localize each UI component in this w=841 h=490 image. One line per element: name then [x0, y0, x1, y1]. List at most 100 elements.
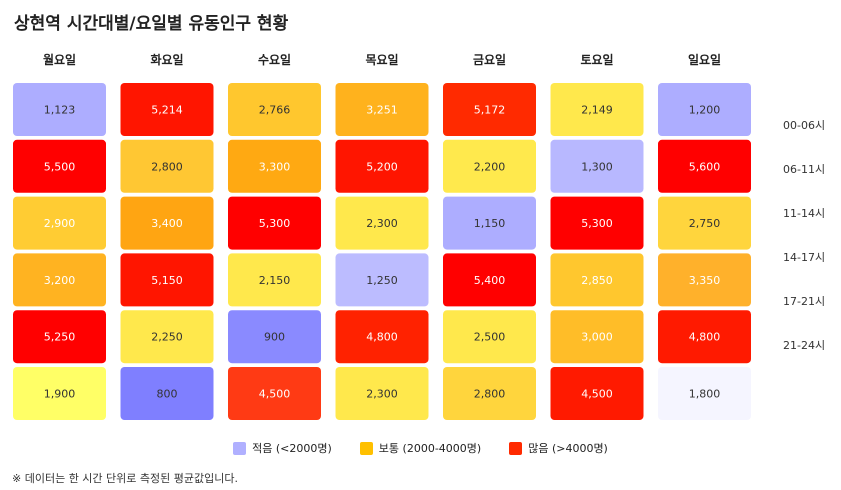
heatmap-cell — [443, 253, 536, 307]
heatmap-cell — [443, 139, 536, 193]
legend-item-low: 적음 (<2000명) — [233, 440, 332, 456]
cell-value-label: 1,900 — [44, 388, 76, 401]
heatmap-cell — [120, 253, 214, 307]
cell-value-label: 2,800 — [151, 160, 183, 173]
legend-item-medium: 보통 (2000-4000명) — [359, 440, 482, 456]
heatmap-cell — [228, 139, 321, 193]
cell-value-label: 2,500 — [474, 331, 506, 344]
cell-value-label: 2,300 — [366, 217, 398, 230]
heatmap-cell — [120, 310, 214, 364]
heatmap-cell — [120, 367, 214, 420]
cell-value-label: 2,250 — [151, 331, 183, 344]
heatmap-cell — [550, 139, 644, 193]
cell-value-label: 2,300 — [366, 388, 398, 401]
heatmap-cell — [228, 196, 321, 250]
cell-value-label: 900 — [264, 331, 285, 344]
legend-swatch-high — [509, 441, 523, 455]
row-label: 06-11시 — [783, 163, 825, 176]
heatmap-cell — [228, 253, 321, 307]
cell-value-label: 5,300 — [581, 217, 613, 230]
heatmap-cell — [443, 196, 536, 250]
cell-value-label: 1,123 — [44, 104, 76, 117]
heatmap-cell — [228, 83, 321, 136]
chart-title: 상현역 시간대별/요일별 유동인구 현황 — [14, 14, 289, 34]
heatmap-cell — [13, 310, 106, 364]
cell-value-label: 1,800 — [689, 388, 721, 401]
heatmap-cell — [658, 367, 751, 420]
heatmap-cell — [335, 196, 429, 250]
heatmap-cell — [443, 83, 536, 136]
cell-value-label: 5,500 — [44, 160, 76, 173]
cell-value-label: 2,200 — [474, 160, 506, 173]
heatmap-cell — [13, 253, 106, 307]
heatmap-cell — [13, 367, 106, 420]
cell-value-label: 1,250 — [366, 274, 398, 287]
cell-value-label: 2,900 — [44, 217, 76, 230]
heatmap-cell — [550, 196, 644, 250]
cell-value-label: 2,800 — [474, 388, 506, 401]
column-label: 토요일 — [580, 53, 613, 67]
cell-value-label: 4,500 — [581, 388, 613, 401]
cell-value-label: 4,800 — [689, 331, 721, 344]
cell-value-label: 2,149 — [581, 104, 613, 117]
heatmap-cell — [658, 196, 751, 250]
legend-label-low: 적음 (<2000명) — [252, 442, 332, 455]
column-label: 일요일 — [688, 53, 721, 67]
row-label: 11-14시 — [783, 207, 825, 220]
heatmap-cell — [550, 253, 644, 307]
heatmap-cell — [335, 83, 429, 136]
legend-swatch-low — [233, 441, 247, 455]
cell-value-label: 1,300 — [581, 160, 613, 173]
heatmap-chart: 월요일 화요일 수요일 목요일 금요일 토요일 일요일 1,123 5,214 2,766 3,25… — [13, 52, 825, 420]
row-label: 00-06시 — [783, 119, 825, 132]
heatmap-cell — [13, 196, 106, 250]
cell-value-label: 2,766 — [259, 104, 291, 117]
cell-value-label: 1,200 — [689, 104, 721, 117]
heatmap-cell — [443, 367, 536, 420]
heatmap-cell — [228, 310, 321, 364]
heatmap-cell — [658, 310, 751, 364]
cell-value-label: 3,400 — [151, 217, 183, 230]
heatmap-cell — [120, 196, 214, 250]
cell-value-label: 5,200 — [366, 160, 398, 173]
row-label: 17-21시 — [783, 295, 825, 308]
column-label: 목요일 — [365, 53, 398, 67]
cell-value-label: 1,150 — [474, 217, 506, 230]
column-label: 금요일 — [473, 53, 506, 67]
column-label: 화요일 — [150, 52, 183, 67]
heatmap-cell — [13, 139, 106, 193]
cell-value-label: 2,150 — [259, 274, 291, 287]
heatmap-cell — [658, 83, 751, 136]
legend-label-high: 많음 (>4000명) — [528, 442, 608, 455]
heatmap-cell — [658, 139, 751, 193]
heatmap-cell — [335, 367, 429, 420]
cell-value-label: 4,500 — [259, 388, 291, 401]
heatmap-cell — [658, 253, 751, 307]
heatmap-cell — [335, 253, 429, 307]
footnote: ※ 데이터는 한 시간 단위로 측정된 평균값입니다. — [12, 472, 238, 485]
cell-value-label: 4,800 — [366, 331, 398, 344]
legend-item-high: 많음 (>4000명) — [509, 440, 608, 456]
cell-value-label: 5,400 — [474, 274, 506, 287]
cell-value-label: 800 — [157, 388, 178, 401]
heatmap-cell — [335, 139, 429, 193]
cell-value-label: 2,850 — [581, 274, 613, 287]
heatmap-cell — [120, 139, 214, 193]
cell-value-label: 5,600 — [689, 160, 721, 173]
heatmap-cell — [228, 367, 321, 420]
cell-value-label: 5,172 — [474, 104, 506, 117]
heatmap-cell — [550, 367, 644, 420]
cell-value-label: 5,250 — [44, 331, 76, 344]
column-label: 월요일 — [43, 52, 76, 67]
heatmap-cell — [120, 83, 214, 136]
heatmap-cell — [13, 83, 106, 136]
heatmap-cell — [335, 310, 429, 364]
cell-value-label: 3,251 — [366, 104, 398, 117]
legend-label-medium: 보통 (2000-4000명) — [378, 442, 482, 455]
cell-value-label: 3,350 — [689, 274, 721, 287]
cell-value-label: 5,150 — [151, 274, 183, 287]
cell-value-label: 5,300 — [259, 217, 291, 230]
heatmap-cell — [550, 83, 644, 136]
legend: 적음 (<2000명) 보통 (2000-4000명) 많음 (>4000명) — [0, 440, 841, 456]
row-label: 14-17시 — [783, 251, 825, 264]
